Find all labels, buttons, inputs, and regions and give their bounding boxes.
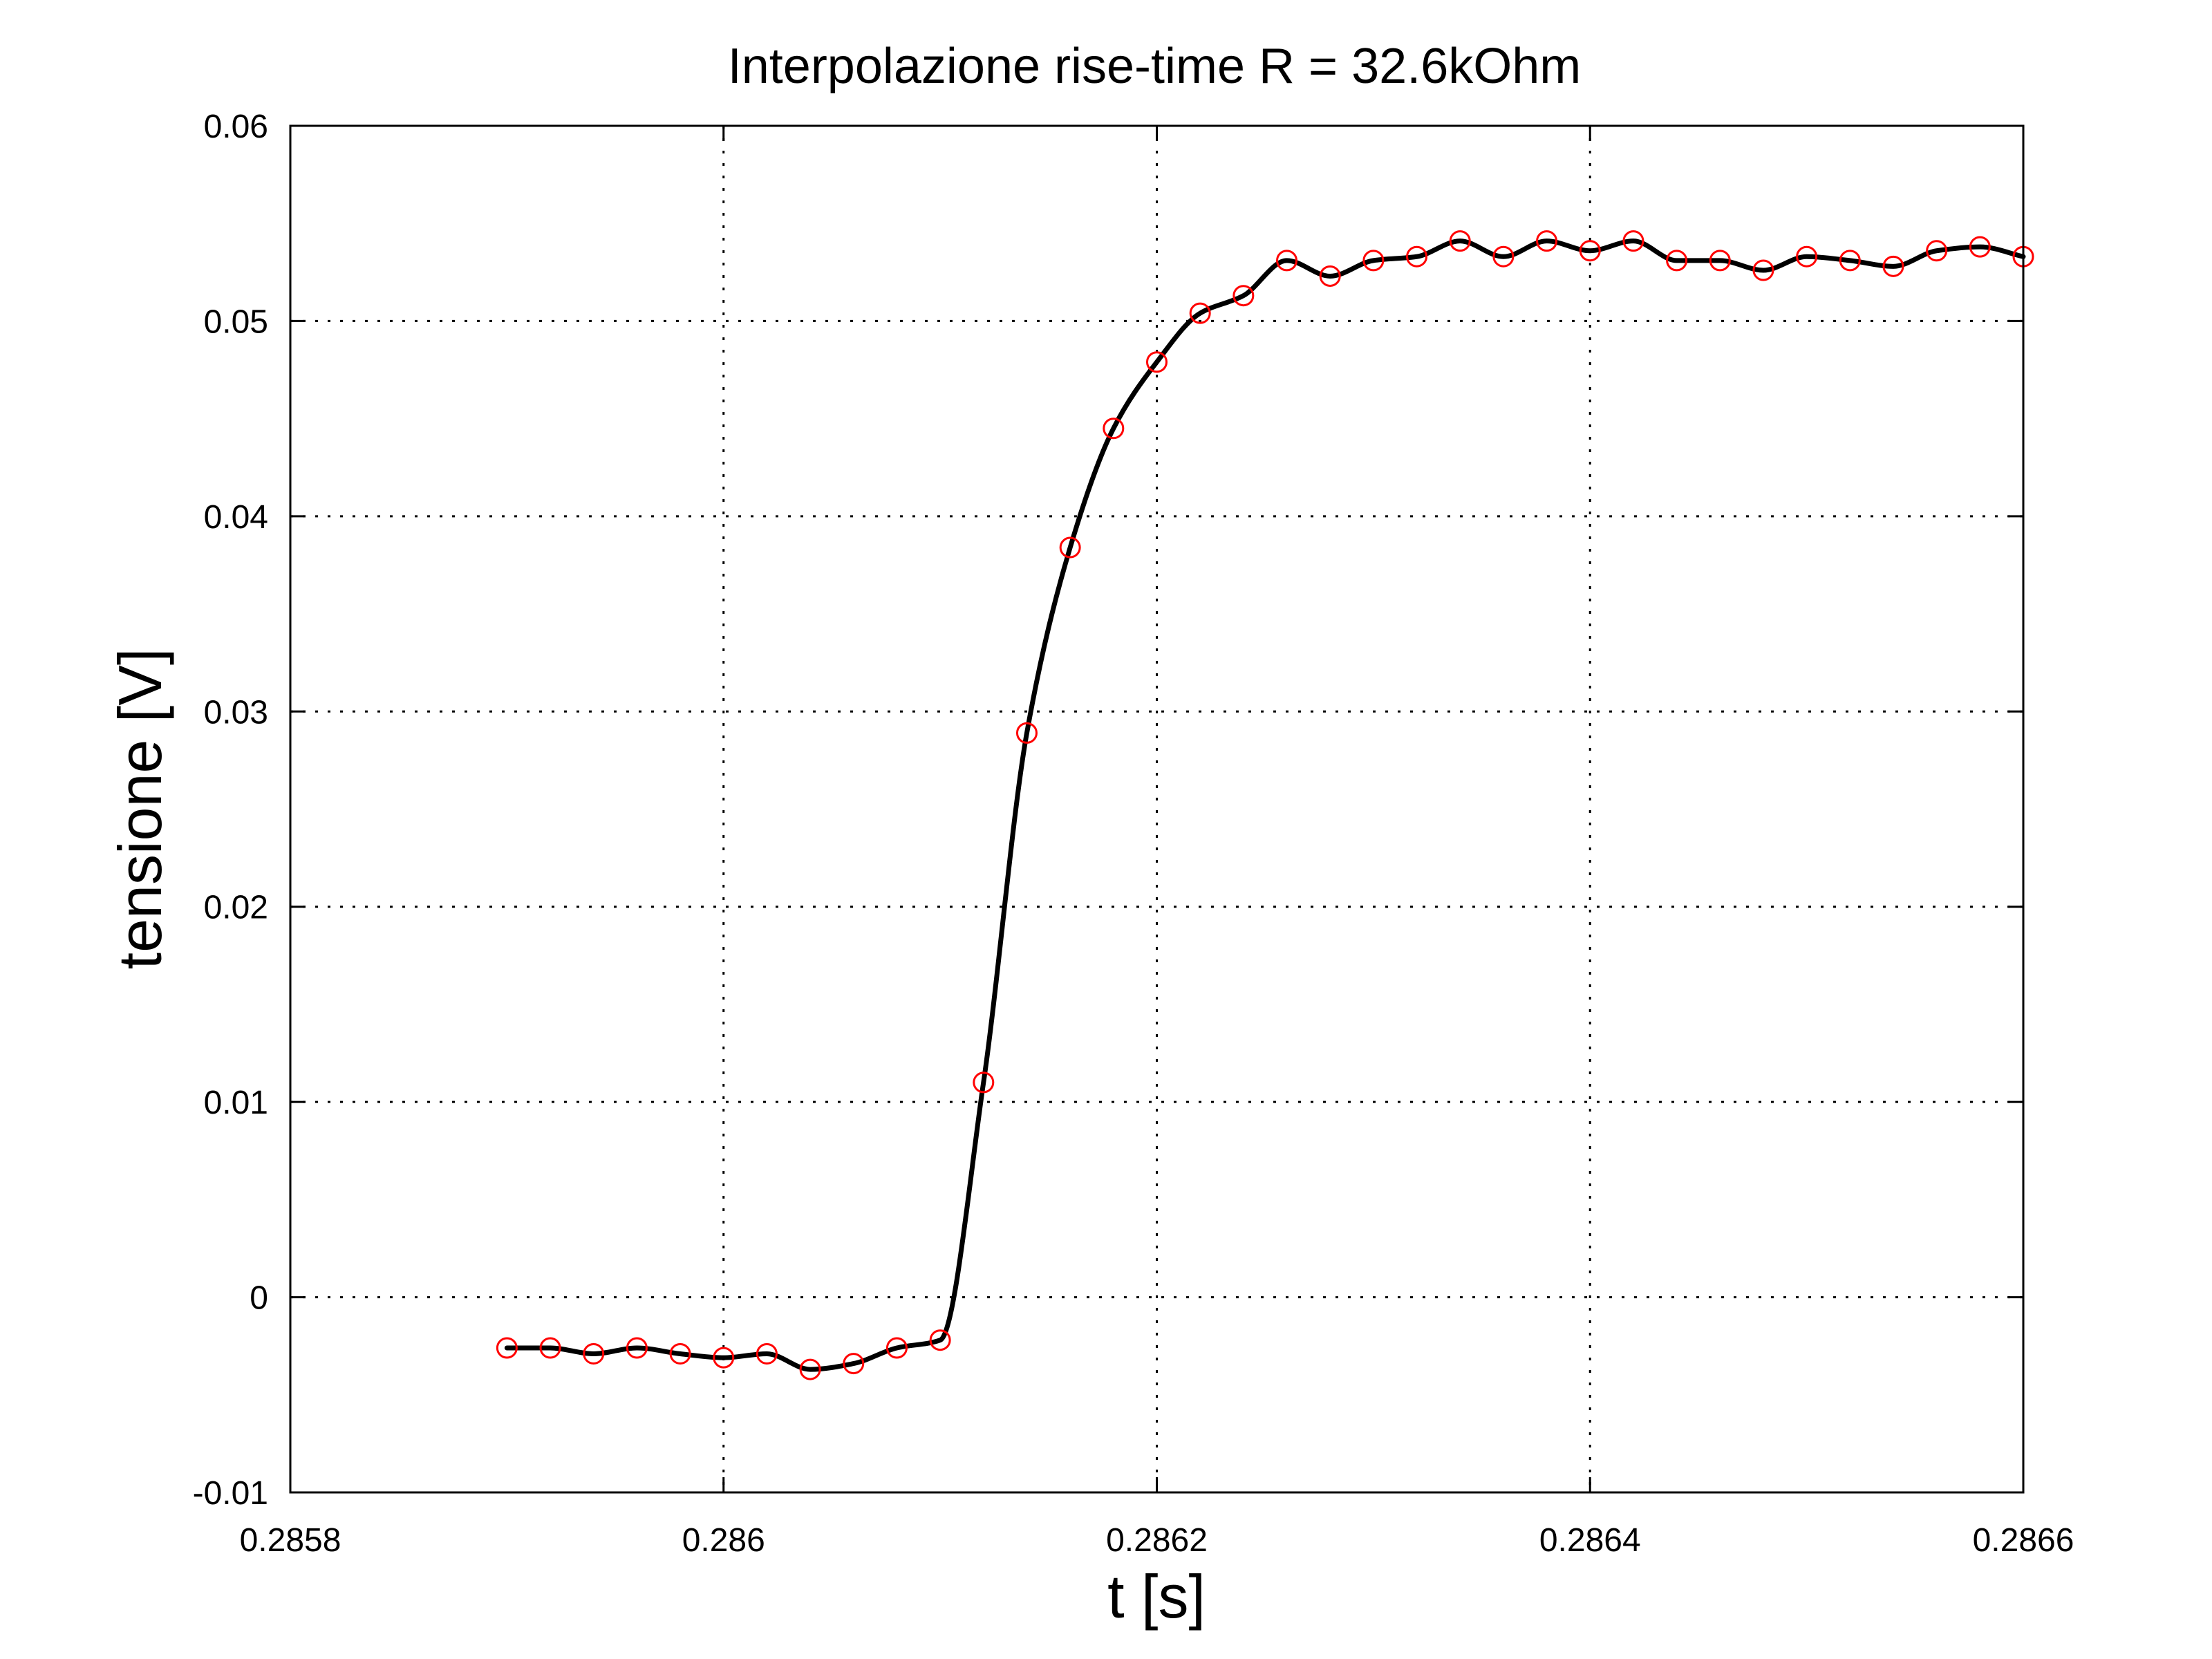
- chart-title: Interpolazione rise-time R = 32.6kOhm: [728, 39, 1582, 94]
- data-point: [496, 1337, 518, 1359]
- data-point: [1666, 250, 1688, 272]
- data-point: [1622, 230, 1644, 252]
- data-point: [885, 1337, 908, 1359]
- x-tick-label: 0.286: [682, 1522, 765, 1559]
- y-axis-label: tensione [V]: [106, 648, 174, 970]
- x-axis-label: t [s]: [1107, 1562, 1206, 1631]
- data-point: [799, 1358, 821, 1380]
- data-point: [929, 1329, 951, 1351]
- y-tick-label: 0.06: [204, 109, 268, 145]
- data-point: [713, 1347, 735, 1369]
- data-point: [1276, 250, 1298, 272]
- data-point: [1146, 351, 1168, 373]
- y-tick-labels: -0.01 0 0.01 0.02 0.03 0.04 0.05 0.06: [193, 109, 268, 1512]
- data-point: [583, 1342, 605, 1365]
- interpolation-curve: [504, 238, 2026, 1372]
- x-tick-label: 0.2858: [240, 1522, 341, 1559]
- y-tick-label: 0.05: [204, 303, 268, 340]
- data-point: [1189, 302, 1211, 324]
- y-tick-label: 0.04: [204, 499, 268, 536]
- data-point: [1362, 250, 1385, 272]
- data-point: [1059, 536, 1081, 559]
- x-tick-label: 0.2864: [1539, 1522, 1641, 1559]
- data-point: [1449, 230, 1471, 252]
- data-point: [1406, 245, 1428, 268]
- data-point: [669, 1342, 691, 1365]
- data-point: [1103, 418, 1125, 440]
- data-point: [1015, 722, 1038, 744]
- y-tick-label: 0.01: [204, 1085, 268, 1121]
- x-tick-label: 0.2866: [1973, 1522, 2074, 1559]
- data-point: [1536, 230, 1558, 252]
- data-point: [1926, 240, 1948, 262]
- data-point: [1492, 245, 1515, 268]
- data-point: [973, 1071, 995, 1094]
- y-tick-label: 0.03: [204, 694, 268, 731]
- data-point: [539, 1337, 561, 1359]
- y-tick-label: 0: [250, 1280, 268, 1317]
- data-markers: [496, 230, 2034, 1380]
- data-point: [843, 1353, 865, 1375]
- data-point: [1232, 285, 1255, 307]
- series-line: [504, 238, 2026, 1372]
- data-point: [1709, 250, 1731, 272]
- data-point: [1752, 259, 1774, 281]
- data-point: [1969, 236, 1991, 258]
- data-point: [626, 1337, 648, 1359]
- x-tick-labels: 0.2858 0.286 0.2862 0.2864 0.2866: [240, 1522, 2074, 1559]
- grid-lines: [290, 126, 2023, 1492]
- plot-frame: [289, 124, 2025, 1494]
- data-point: [1319, 265, 1341, 287]
- axis-ticks: [289, 124, 2025, 1494]
- data-point: [1882, 255, 1904, 277]
- data-point: [1579, 240, 1601, 262]
- data-point: [1796, 245, 1818, 268]
- data-point: [756, 1342, 778, 1365]
- x-tick-label: 0.2862: [1106, 1522, 1208, 1559]
- y-tick-label: 0.02: [204, 890, 268, 926]
- y-tick-label: -0.01: [193, 1475, 268, 1512]
- data-point: [1839, 250, 1861, 272]
